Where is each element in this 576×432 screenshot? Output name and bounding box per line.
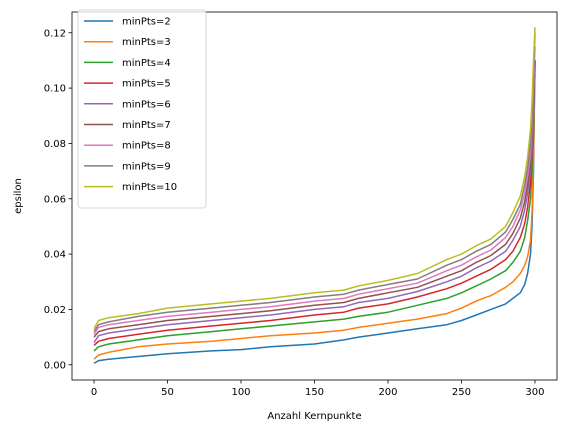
legend-entry-label: minPts=7: [122, 120, 171, 131]
x-tick-label: 150: [305, 387, 324, 398]
x-tick-label: 50: [161, 387, 174, 398]
series-layer: [93, 27, 536, 365]
x-axis-label: Anzahl Kernpunkte: [267, 411, 361, 422]
x-tick-label: 100: [231, 387, 250, 398]
legend-entry-label: minPts=6: [122, 99, 171, 110]
legend-entry-label: minPts=5: [122, 79, 171, 90]
series-line-5: [93, 74, 536, 344]
y-tick-label: 0.06: [44, 194, 66, 205]
series-line-7: [93, 46, 536, 335]
series-line-8: [93, 32, 536, 333]
plot-frame: [71, 11, 558, 381]
legend-frame: [77, 9, 207, 209]
series-line-3: [93, 60, 536, 352]
x-tick-label: 250: [452, 387, 471, 398]
series-line-2: [93, 60, 536, 360]
y-tick-label: 0.00: [44, 360, 66, 371]
y-tick-label: 0.04: [44, 250, 66, 261]
series-line-6: [93, 60, 536, 338]
series-line-1: [93, 60, 536, 365]
legend: minPts=2 minPts=3 minPts=4 minPts=5 minPts=6…: [77, 9, 207, 209]
x-tick-label: 0: [91, 387, 97, 398]
legend-entry-label: minPts=8: [122, 141, 171, 152]
legend-entry-label: minPts=2: [122, 17, 171, 28]
legend-entry-label: minPts=10: [122, 182, 177, 193]
tick-layer: 0 50 100 150 200 250 300 0.00 0.02 0.04 0.06 0.08 0.…: [44, 28, 545, 398]
y-tick-label: 0.12: [44, 28, 66, 39]
legend-entry-label: minPts=4: [122, 58, 171, 69]
series-line-4: [93, 60, 536, 346]
y-tick-label: 0.02: [44, 305, 66, 316]
x-tick-label: 300: [525, 387, 544, 398]
y-tick-label: 0.08: [44, 139, 66, 150]
legend-entry-label: minPts=3: [122, 37, 171, 48]
y-axis-label: epsilon: [13, 178, 24, 214]
y-tick-label: 0.10: [44, 84, 66, 95]
series-line-9: [93, 27, 536, 330]
x-tick-label: 200: [378, 387, 397, 398]
legend-entry-label: minPts=9: [122, 161, 171, 172]
